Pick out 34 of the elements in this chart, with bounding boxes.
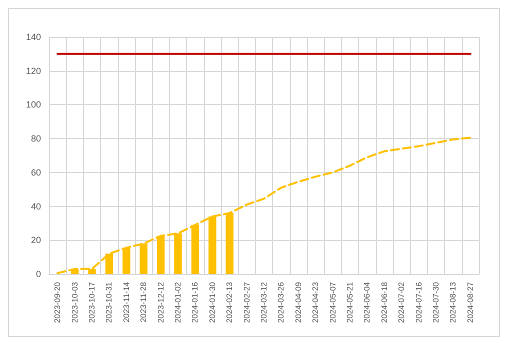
x-tick-label: 2024-03-12	[260, 281, 268, 323]
x-tick-label: 2023-10-03	[70, 281, 80, 323]
x-tick-label: 2024-07-16	[414, 281, 424, 323]
x-tick-label: 2024-01-02	[174, 281, 182, 323]
x-tick-label: 2023-11-28	[139, 281, 148, 322]
x-tick-label: 2024-07-30	[432, 281, 440, 323]
y-tick-label: 20	[30, 235, 41, 246]
x-tick-label: 2024-08-27	[466, 281, 475, 323]
x-tick-label: 2023-10-31	[104, 281, 114, 323]
x-tick-label: 2024-06-18	[380, 281, 389, 323]
y-tick-label: 60	[30, 167, 41, 178]
x-tick-label: 2024-02-27	[242, 281, 252, 323]
x-tick-label: 2024-01-16	[190, 281, 200, 323]
x-tick-label: 2024-04-09	[294, 281, 303, 323]
x-tick-label: 2023-10-17	[88, 281, 96, 323]
x-tick-label: 2024-07-02	[397, 281, 406, 323]
y-tick-label: 120	[26, 66, 41, 76]
y-tick-label: 100	[26, 100, 41, 110]
x-tick-label: 2023-11-14	[122, 281, 131, 322]
y-tick-label: 80	[30, 134, 41, 144]
x-tick-label: 2023-09-20	[53, 281, 62, 323]
y-tick-label: 40	[30, 201, 41, 212]
x-tick-label: 2024-04-23	[311, 281, 320, 323]
x-tick-label: 2024-06-04	[362, 281, 372, 323]
line-series	[56, 136, 472, 274]
x-tick-label: 2024-08-13	[448, 281, 458, 323]
x-tick-label: 2024-01-30	[208, 281, 217, 323]
x-tick-label: 2024-05-21	[346, 281, 354, 323]
y-tick-label: 140	[26, 32, 41, 42]
y-tick-label: 0	[36, 269, 41, 279]
x-tick-label: 2024-03-26	[276, 281, 286, 323]
x-tick-label: 2023-12-12	[156, 281, 166, 323]
x-tick-label: 2024-05-07	[328, 281, 338, 323]
x-tick-label: 2024-02-13	[225, 281, 234, 323]
